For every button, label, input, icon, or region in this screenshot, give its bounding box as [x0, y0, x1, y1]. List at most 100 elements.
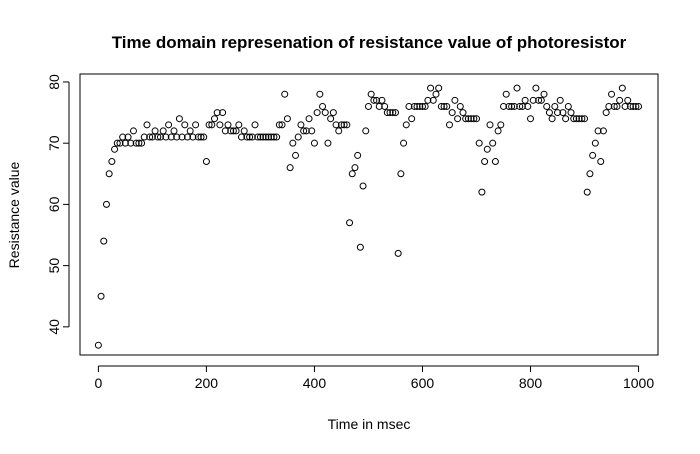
data-point [459, 109, 467, 117]
data-point [275, 121, 283, 129]
data-point [129, 127, 137, 135]
chart-title: Time domain represenation of resistance … [112, 33, 627, 52]
data-point [362, 127, 370, 135]
data-point [564, 102, 572, 110]
data-point [445, 121, 453, 129]
data-point [292, 151, 300, 159]
data-point [599, 127, 607, 135]
data-point [462, 115, 470, 123]
data-point [321, 109, 329, 117]
data-point [535, 96, 543, 104]
data-point [313, 109, 321, 117]
data-point [348, 170, 356, 178]
data-point [562, 115, 570, 123]
data-point [140, 133, 148, 141]
data-point [281, 90, 289, 98]
data-point [400, 139, 408, 147]
data-point [373, 96, 381, 104]
data-point [265, 133, 273, 141]
data-point [324, 139, 332, 147]
data-point [416, 102, 424, 110]
data-point [578, 115, 586, 123]
data-point [105, 170, 113, 178]
data-point [370, 96, 378, 104]
data-point [375, 102, 383, 110]
data-point [518, 102, 526, 110]
x-tick-label: 0 [94, 375, 102, 391]
data-point [367, 90, 375, 98]
data-point [543, 102, 551, 110]
data-point [383, 109, 391, 117]
data-point [289, 139, 297, 147]
data-point [251, 121, 259, 129]
data-point [502, 90, 510, 98]
data-point [227, 127, 235, 135]
data-point [621, 102, 629, 110]
data-point [567, 109, 575, 117]
data-point [618, 84, 626, 92]
data-point [421, 102, 429, 110]
data-point [394, 249, 402, 257]
data-point [194, 133, 202, 141]
y-tick-label: 60 [46, 196, 62, 212]
data-point [356, 243, 364, 251]
y-axis-label: Resistance value [6, 161, 22, 268]
data-point [527, 115, 535, 123]
data-point [483, 145, 491, 153]
data-point [192, 121, 200, 129]
data-point [505, 102, 513, 110]
data-point [108, 158, 116, 166]
data-point [610, 102, 618, 110]
data-point [464, 115, 472, 123]
data-point [537, 96, 545, 104]
data-point [151, 127, 159, 135]
data-point [500, 102, 508, 110]
data-point [254, 133, 262, 141]
data-point [310, 139, 318, 147]
data-point [327, 115, 335, 123]
x-axis-label: Time in msec [328, 416, 411, 432]
data-point [602, 109, 610, 117]
data-point [229, 127, 237, 135]
data-point [340, 121, 348, 129]
data-point [529, 96, 537, 104]
data-point [238, 133, 246, 141]
data-point [559, 109, 567, 117]
data-point [456, 102, 464, 110]
data-point [329, 109, 337, 117]
data-point [351, 164, 359, 172]
data-point [308, 127, 316, 135]
data-point [286, 164, 294, 172]
data-point [132, 139, 140, 147]
data-point [481, 158, 489, 166]
data-point [256, 133, 264, 141]
data-point [454, 115, 462, 123]
data-point [437, 102, 445, 110]
data-point [94, 341, 102, 349]
x-tick-label: 400 [303, 375, 327, 391]
data-point [186, 127, 194, 135]
data-point [162, 133, 170, 141]
data-point [524, 102, 532, 110]
data-point [189, 133, 197, 141]
data-point [159, 127, 167, 135]
data-point [551, 102, 559, 110]
data-point [346, 219, 354, 227]
data-point [413, 102, 421, 110]
data-point [470, 115, 478, 123]
data-point [246, 133, 254, 141]
data-point [410, 102, 418, 110]
data-point [127, 139, 135, 147]
data-point [448, 109, 456, 117]
data-point [418, 102, 426, 110]
data-point [508, 102, 516, 110]
data-point [259, 133, 267, 141]
data-point [102, 200, 110, 208]
data-point [427, 84, 435, 92]
data-point [540, 90, 548, 98]
data-point [575, 115, 583, 123]
data-point [497, 121, 505, 129]
data-point [635, 102, 643, 110]
x-tick-label: 200 [195, 375, 219, 391]
